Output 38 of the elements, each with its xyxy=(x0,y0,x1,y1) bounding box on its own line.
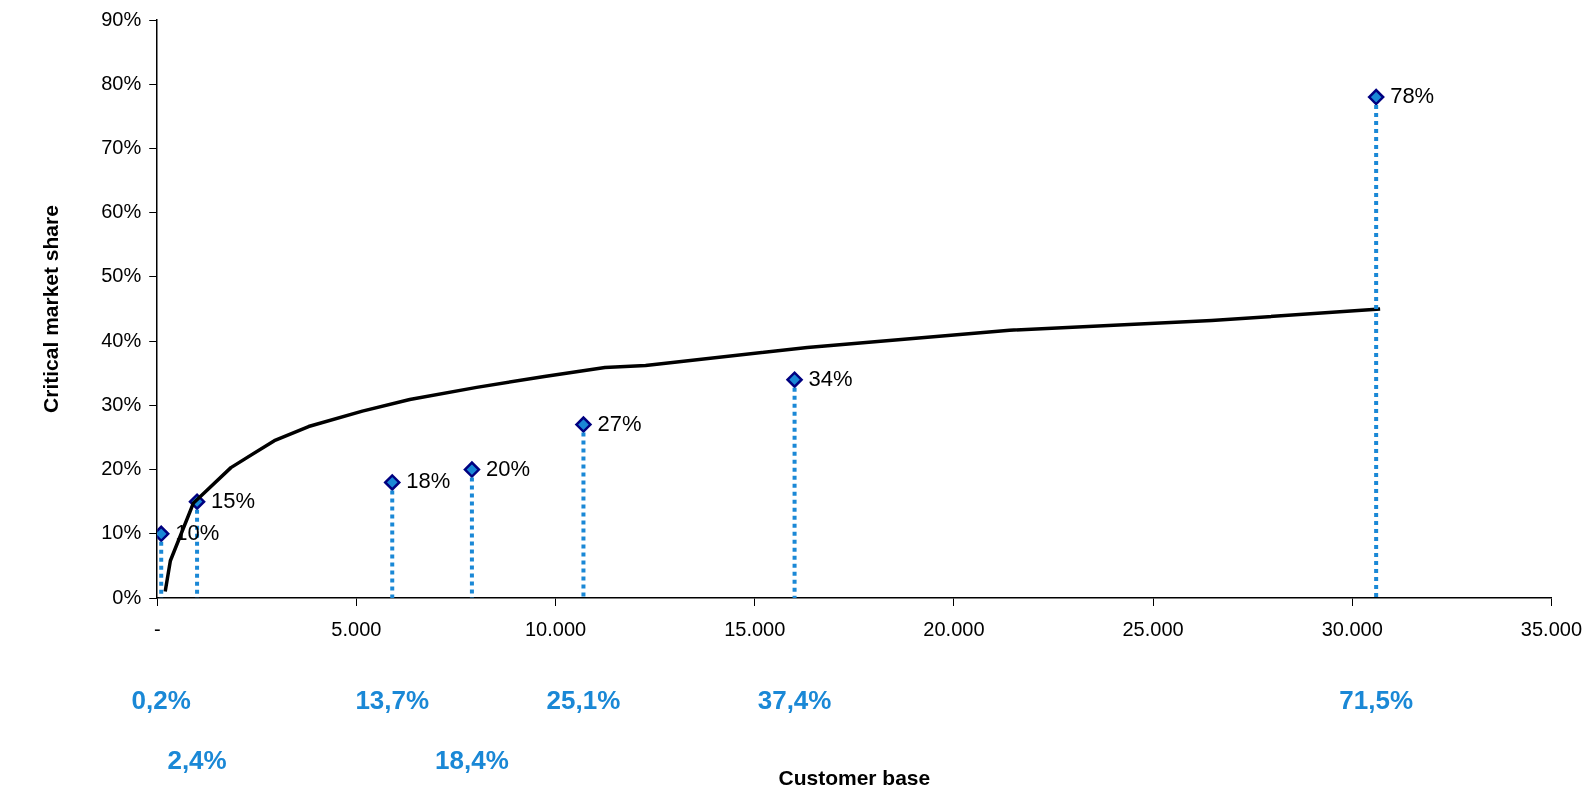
point xyxy=(575,416,592,433)
text: 25,1% xyxy=(546,685,621,716)
text: 37,4% xyxy=(757,685,832,716)
text: 2,4% xyxy=(167,745,227,776)
y-tick-label: 80% xyxy=(101,71,142,94)
data-label: 34% xyxy=(808,365,853,391)
x-tick-label: 35.000 xyxy=(1520,617,1582,640)
point xyxy=(384,474,401,491)
point xyxy=(463,461,481,478)
y-tick-label: 0% xyxy=(112,585,142,608)
point xyxy=(1367,88,1385,106)
x-tick-label: - xyxy=(153,617,161,640)
y-tick-label: 20% xyxy=(101,457,142,480)
y-axis-title: Critical market share xyxy=(39,205,63,413)
text: 71,5% xyxy=(1339,685,1414,716)
data-label: 15% xyxy=(211,487,256,513)
text: 0,2% xyxy=(131,685,191,716)
text: Customer base xyxy=(778,766,931,790)
y-tick-label: 60% xyxy=(101,200,142,223)
point xyxy=(786,371,803,388)
x-tick-label: 30.000 xyxy=(1321,617,1383,640)
data-label: 27% xyxy=(597,410,642,436)
y-tick-label: 70% xyxy=(101,135,142,158)
x-tick-label: 10.000 xyxy=(524,617,587,640)
y-tick-label: 40% xyxy=(101,328,142,351)
y-tick-label: 90% xyxy=(101,7,142,30)
y-tick-label: 10% xyxy=(101,521,142,544)
x-tick-label: 25.000 xyxy=(1122,617,1184,640)
data-label: 18% xyxy=(406,468,451,494)
data-label: 78% xyxy=(1390,83,1435,109)
x-tick-label: 20.000 xyxy=(923,617,985,640)
text: 18,4% xyxy=(435,745,509,776)
y-tick-label: 50% xyxy=(101,264,142,287)
data-label: 20% xyxy=(485,455,530,481)
x-tick-label: 15.000 xyxy=(724,617,786,640)
x-tick-label: 5.000 xyxy=(331,617,382,640)
text: 13,7% xyxy=(355,685,430,716)
y-tick-label: 30% xyxy=(101,392,142,415)
